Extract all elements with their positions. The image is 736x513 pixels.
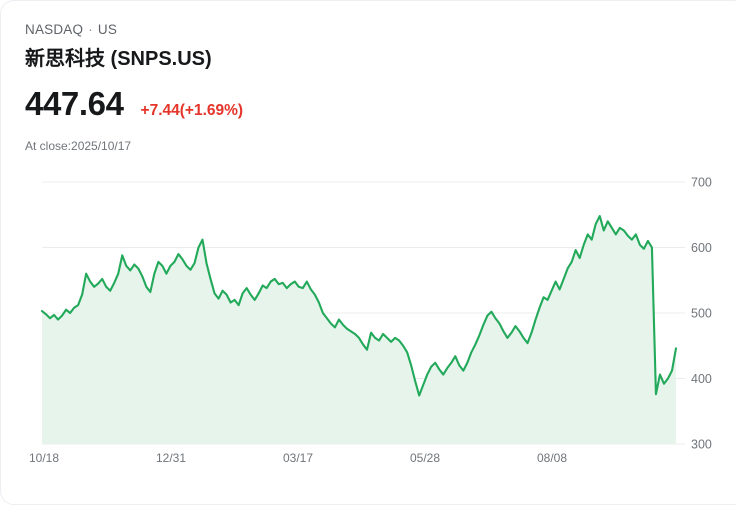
x-axis-labels: 10/18 12/31 03/17 05/28 08/08 [29, 451, 567, 465]
last-price: 447.64 [25, 85, 124, 122]
x-axis-tick-label: 08/08 [537, 451, 567, 465]
x-axis-tick-label: 03/17 [283, 451, 313, 465]
price-area-fill [42, 216, 676, 444]
y-axis-tick-label: 400 [691, 372, 712, 386]
region-label: US [97, 22, 118, 37]
price-chart-svg[interactable]: 700 600 500 400 300 10/18 12/31 03/17 05/28 08/0… [1, 161, 736, 481]
price-chart[interactable]: 700 600 500 400 300 10/18 12/31 03/17 05/28 08/0… [1, 161, 736, 481]
y-axis-tick-label: 600 [691, 241, 712, 255]
price-change: +7.44(+1.69%) [140, 102, 244, 119]
y-axis-tick-label: 300 [691, 438, 712, 452]
y-axis-tick-label: 700 [691, 176, 712, 190]
x-axis-tick-label: 05/28 [410, 451, 440, 465]
price-line [40, 215, 678, 397]
y-axis-labels: 700 600 500 400 300 [691, 176, 712, 452]
close-timestamp: At close:2025/10/17 [25, 139, 132, 153]
x-axis-tick-label: 10/18 [29, 451, 59, 465]
x-axis-tick-label: 12/31 [156, 451, 186, 465]
exchange-separator: · [88, 22, 93, 37]
y-axis-tick-label: 500 [691, 307, 712, 321]
page-title: 新思科技 (SNPS.US) [25, 48, 212, 70]
quote-header: NASDAQ · US 新思科技 (SNPS.US) 447.64 +7.44(+1… [25, 21, 723, 154]
exchange-line: NASDAQ · US [25, 21, 723, 39]
price-row: 447.64 +7.44(+1.69%) [25, 85, 723, 123]
exchange-name: NASDAQ [25, 22, 84, 37]
